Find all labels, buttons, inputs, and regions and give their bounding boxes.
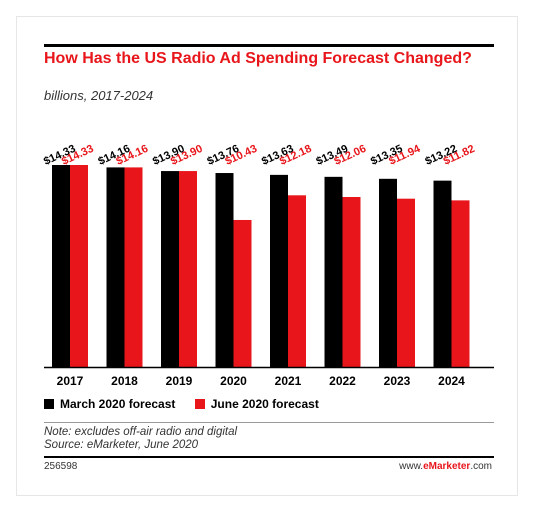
bar-march-2017 (52, 165, 70, 367)
bar-june-2024 (451, 200, 470, 367)
x-tick-2017: 2017 (57, 374, 84, 388)
bar-june-2022 (342, 196, 361, 367)
bar-march-2020 (215, 173, 234, 367)
legend-swatch-march (44, 399, 54, 409)
x-tick-2021: 2021 (275, 374, 302, 388)
x-tick-2019: 2019 (166, 374, 193, 388)
bar-march-2021 (270, 174, 288, 367)
chart-id: 256598 (44, 461, 78, 472)
notes-divider (44, 422, 494, 423)
bar-june-2023 (397, 198, 415, 367)
legend-label-june: June 2020 forecast (210, 397, 319, 411)
bar-june-2018 (124, 167, 143, 367)
bar-march-2022 (324, 176, 343, 367)
legend-item-march: March 2020 forecast (44, 397, 175, 411)
bar-june-2020 (233, 219, 252, 367)
bottom-rule (44, 456, 494, 458)
top-rule (44, 44, 494, 47)
chart-title: How Has the US Radio Ad Spending Forecas… (44, 50, 472, 67)
x-tick-2020: 2020 (220, 374, 247, 388)
bar-june-2017 (70, 165, 88, 367)
x-tick-2018: 2018 (111, 374, 138, 388)
bar-june-2019 (179, 171, 197, 367)
legend-label-march: March 2020 forecast (60, 397, 176, 411)
legend-item-june: June 2020 forecast (194, 397, 319, 411)
chart-subtitle: billions, 2017-2024 (44, 88, 154, 103)
footnote: Note: excludes off-air radio and digital (44, 426, 238, 438)
legend-swatch-june (194, 399, 205, 409)
site-credit: www.eMarketer.com (399, 461, 492, 472)
source-note: Source: eMarketer, June 2020 (44, 439, 199, 451)
legend: March 2020 forecast June 2020 forecast (44, 397, 335, 412)
x-tick-2023: 2023 (384, 374, 411, 388)
bar-march-2019 (161, 171, 179, 367)
x-tick-2024: 2024 (438, 374, 465, 388)
bar-june-2021 (288, 195, 306, 367)
bar-march-2024 (433, 180, 452, 367)
x-tick-2022: 2022 (329, 374, 356, 388)
bar-march-2018 (106, 167, 125, 367)
bar-march-2023 (379, 178, 397, 367)
